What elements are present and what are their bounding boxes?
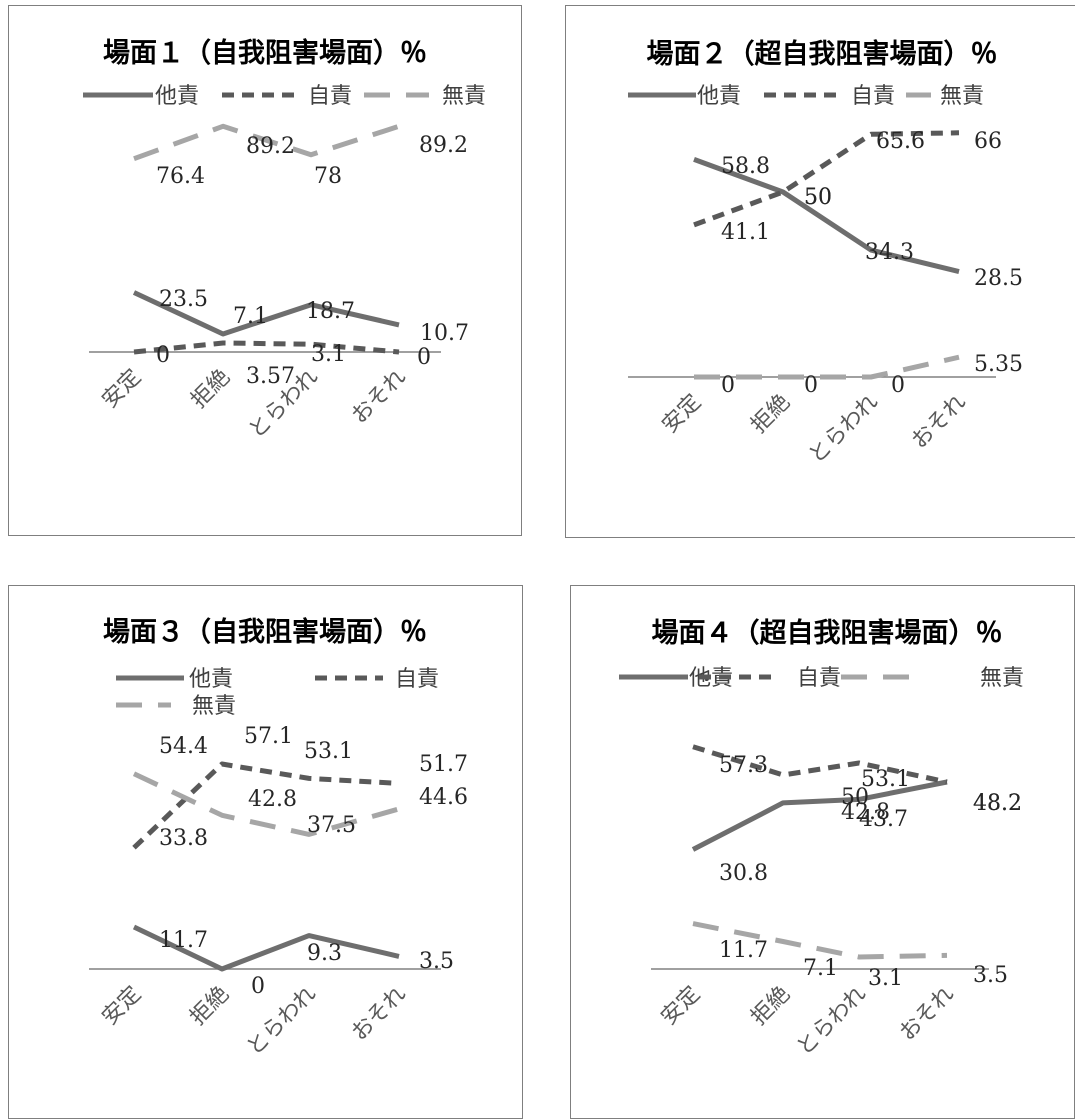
chart-2-series-3-line bbox=[694, 354, 960, 380]
chart-2-tick-label-1: 安定 bbox=[657, 390, 706, 439]
chart-3-data-label-s3-1: 54.4 bbox=[159, 734, 208, 759]
chart-4-data-label-s3-2: 7.1 bbox=[803, 956, 838, 981]
chart-1-data-label-s2-4: 0 bbox=[417, 345, 431, 370]
chart-4-data-label-s2-2: 50 bbox=[841, 785, 869, 810]
chart-3-data-label-s1-2: 0 bbox=[251, 974, 265, 999]
chart-4-data-label-s2-1: 57.3 bbox=[719, 753, 768, 778]
chart-4-tick-label-2: 拒絶 bbox=[746, 982, 795, 1031]
chart-2-data-label-s1-1: 58.8 bbox=[721, 154, 770, 179]
chart-1-data-label-s2-1: 0 bbox=[156, 343, 170, 368]
chart-4-series-3-line bbox=[692, 921, 948, 960]
chart-4-data-label-s1-1: 30.8 bbox=[719, 861, 768, 886]
chart-3-series-2-line bbox=[132, 761, 400, 850]
chart-4-data-label-s3-4: 3.5 bbox=[973, 963, 1008, 988]
chart-4-legend-label-3: 無責 bbox=[980, 666, 1024, 691]
chart-2-data-label-s1-3: 34.3 bbox=[865, 240, 914, 265]
chart-2-data-label-s2-1: 41.1 bbox=[721, 220, 770, 245]
chart-3-data-label-s2-2: 57.1 bbox=[244, 724, 293, 749]
chart-3-data-label-s3-3: 37.5 bbox=[307, 813, 356, 838]
chart-1-data-label-s3-2: 89.2 bbox=[246, 134, 295, 159]
chart-2-data-label-s2-4: 66 bbox=[974, 129, 1002, 154]
chart-1-tick-label-2: 拒絶 bbox=[186, 365, 235, 414]
chart-3-title: 場面３（自我阻害場面）％ bbox=[103, 616, 427, 648]
chart-panel-3: 場面３（自我阻害場面）％ 他責 自責 無責 安定 拒絶 とらわれ おそれ 11.7 0 9.3 3.5… bbox=[8, 585, 523, 1119]
chart-1-data-label-s1-3: 18.7 bbox=[306, 299, 355, 324]
chart-3-data-label-s2-3: 53.1 bbox=[304, 739, 353, 764]
chart-1-data-label-s3-4: 89.2 bbox=[419, 133, 468, 158]
chart-2-title: 場面２（超自我阻害場面）％ bbox=[647, 38, 998, 70]
chart-3-series-1-line bbox=[132, 924, 400, 972]
chart-4-data-label-s3-3: 3.1 bbox=[868, 966, 903, 991]
chart-panel-1: 場面１（自我阻害場面）％ 他責 自責 無責 安定 拒絶 とらわれ おそれ 23.5 7.1 18.7… bbox=[8, 5, 522, 536]
chart-3-data-label-s3-2: 42.8 bbox=[248, 787, 297, 812]
chart-3-legend-label-3: 無責 bbox=[192, 694, 236, 719]
chart-2-series-2-line bbox=[693, 130, 960, 228]
chart-1-data-label-s2-2: 3.57 bbox=[246, 364, 295, 389]
chart-1-data-label-s1-2: 7.1 bbox=[233, 304, 268, 329]
chart-1-tick-label-4: おそれ bbox=[347, 365, 411, 429]
chart-1-data-label-s2-3: 3.1 bbox=[311, 342, 346, 367]
chart-1-legend-label-3: 無責 bbox=[442, 84, 486, 109]
chart-4-data-label-s2-3: 53.1 bbox=[861, 767, 910, 792]
chart-1-legend-label-1: 他責 bbox=[155, 84, 199, 109]
chart-3-tick-label-1: 安定 bbox=[97, 982, 146, 1031]
chart-2-legend-label-3: 無責 bbox=[940, 84, 984, 109]
chart-1-data-label-s3-1: 76.4 bbox=[156, 164, 205, 189]
chart-4-data-label-s3-1: 11.7 bbox=[719, 938, 768, 963]
chart-4-series-1-line bbox=[691, 779, 948, 852]
chart-3-legend-label-1: 他責 bbox=[189, 667, 233, 692]
chart-3-series-3-line bbox=[132, 771, 400, 837]
chart-4-data-label-s1-4: 48.2 bbox=[973, 791, 1022, 816]
chart-2-tick-label-3: とらわれ bbox=[804, 390, 883, 469]
chart-2-legend-label-1: 他責 bbox=[697, 84, 741, 109]
chart-3-data-label-s2-1: 33.8 bbox=[159, 826, 208, 851]
chart-1-series-2-line bbox=[133, 340, 400, 355]
chart-2-data-label-s2-2: 50 bbox=[804, 185, 832, 210]
chart-2-data-label-s1-2: 50 bbox=[804, 185, 832, 210]
chart-1-series-1-line bbox=[132, 290, 400, 337]
chart-4-data-label-s1-2: 42.8 bbox=[841, 800, 890, 825]
chart-3-data-label-s1-3: 9.3 bbox=[307, 941, 342, 966]
chart-2-series-1-line bbox=[693, 157, 960, 275]
chart-2-data-label-s3-4: 5.35 bbox=[974, 352, 1023, 377]
chart-3-data-label-s1-4: 3.5 bbox=[419, 949, 454, 974]
chart-4-title: 場面４（超自我阻害場面）％ bbox=[652, 617, 1003, 649]
chart-3-tick-label-4: おそれ bbox=[347, 982, 411, 1046]
chart-2-data-label-s3-1: 0 bbox=[721, 373, 735, 398]
chart-3-data-label-s3-4: 44.6 bbox=[419, 785, 468, 810]
chart-4-legend-label-2: 自責 bbox=[797, 666, 841, 691]
chart-3-tick-label-2: 拒絶 bbox=[185, 982, 234, 1031]
chart-4-data-label-s1-3: 43.7 bbox=[859, 807, 908, 832]
chart-2-tick-label-4: おそれ bbox=[907, 390, 971, 454]
chart-panel-4: 場面４（超自我阻害場面）％ 他責 自責 無責 安定 拒絶 とらわれ おそれ 30.8 42.8 43… bbox=[570, 585, 1075, 1119]
chart-4-tick-label-3: とらわれ bbox=[792, 982, 871, 1061]
chart-2-data-label-s3-3: 0 bbox=[891, 373, 905, 398]
chart-3-data-label-s1-1: 11.7 bbox=[159, 928, 208, 953]
chart-4-series-2-line bbox=[692, 744, 948, 785]
chart-1-legend-label-2: 自責 bbox=[308, 84, 352, 109]
chart-4-data-label-s2-4: 48.2 bbox=[973, 791, 1022, 816]
chart-2-data-label-s1-4: 28.5 bbox=[974, 266, 1023, 291]
chart-1-series-3-line bbox=[133, 123, 400, 162]
chart-1-title: 場面１（自我阻害場面）％ bbox=[103, 37, 427, 69]
chart-2-legend-label-2: 自責 bbox=[851, 84, 895, 109]
chart-2-tick-label-2: 拒絶 bbox=[746, 390, 795, 439]
chart-1-data-label-s1-4: 10.7 bbox=[420, 321, 469, 346]
chart-4-tick-label-1: 安定 bbox=[656, 982, 705, 1031]
chart-1-data-label-s1-1: 23.5 bbox=[159, 287, 208, 312]
chart-2-data-label-s2-3: 65.6 bbox=[876, 129, 925, 154]
chart-1-data-label-s3-3: 78 bbox=[314, 164, 342, 189]
chart-3-data-label-s2-4: 51.7 bbox=[419, 752, 468, 777]
chart-2-data-label-s3-2: 0 bbox=[804, 373, 818, 398]
chart-panel-2: 場面２（超自我阻害場面）％ 他責 自責 無責安定 拒絶 とらわれ おそれ 58.8 50 34.3… bbox=[565, 5, 1075, 538]
chart-4-tick-label-4: おそれ bbox=[895, 982, 959, 1046]
chart-3-legend-label-2: 自責 bbox=[395, 667, 439, 692]
chart-1-tick-label-1: 安定 bbox=[97, 365, 146, 414]
